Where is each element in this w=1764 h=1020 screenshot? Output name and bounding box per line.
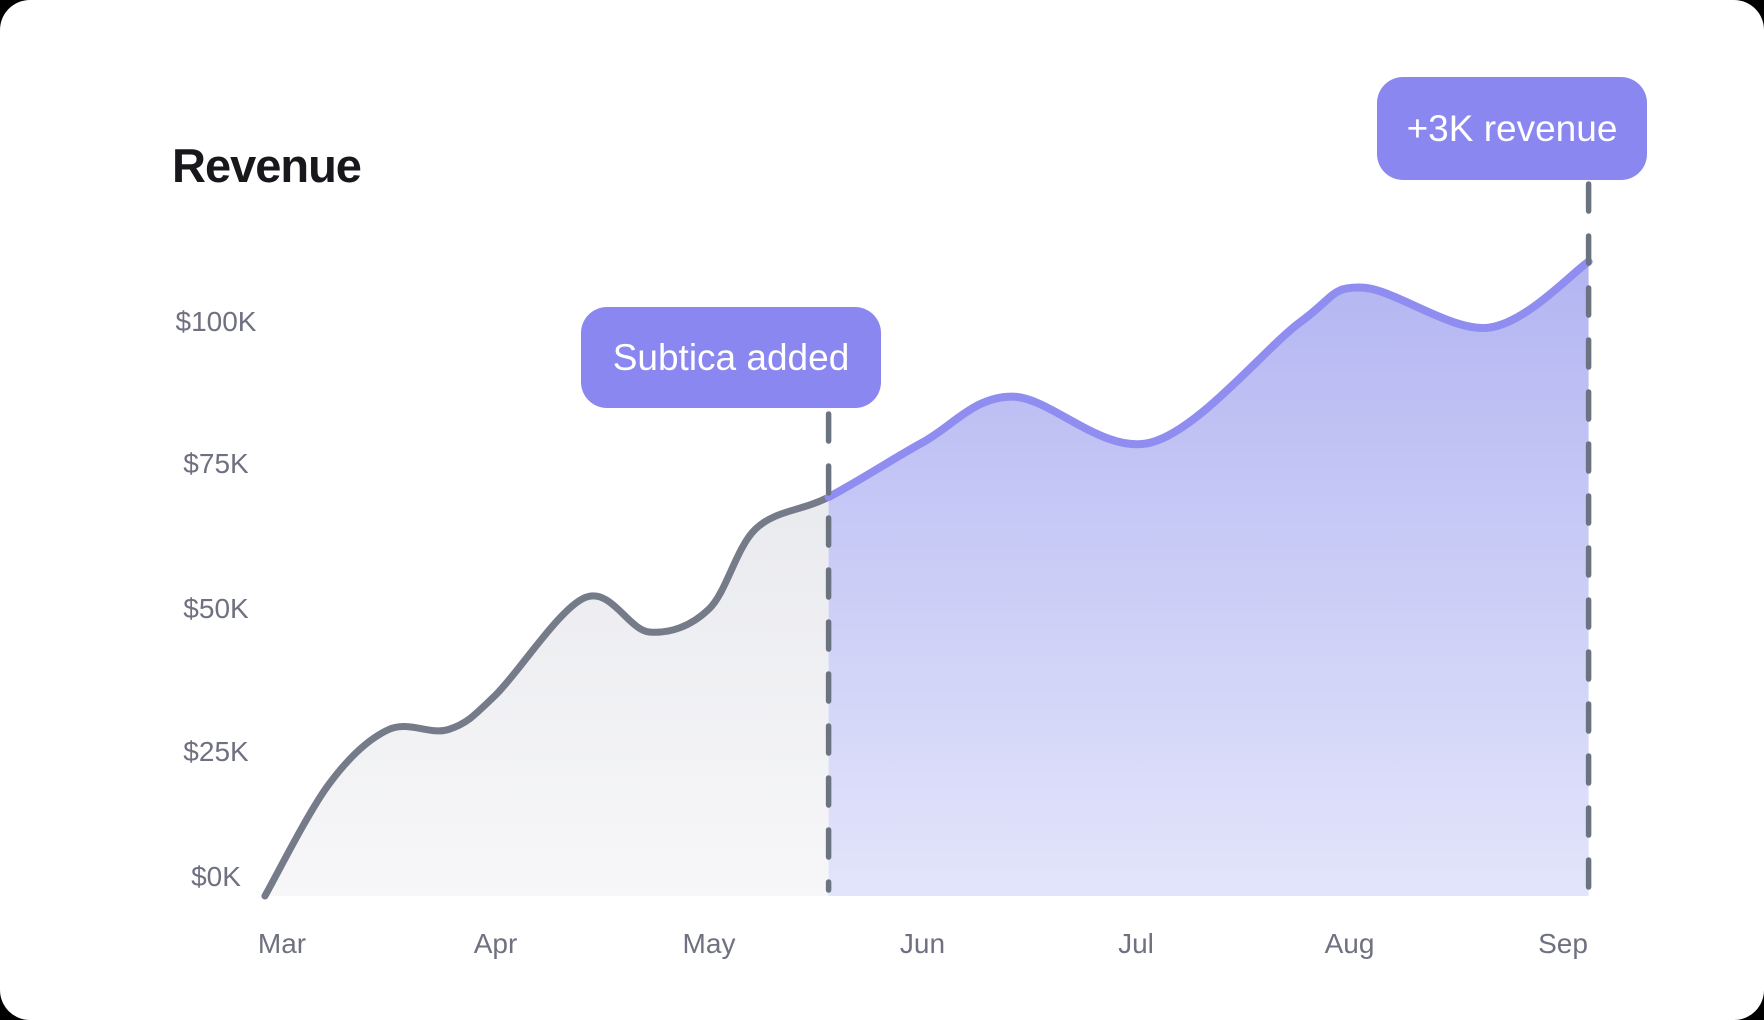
- y-axis-tick-label: $100K: [175, 306, 257, 337]
- x-axis-month-label: May: [682, 928, 736, 959]
- x-axis-month-label: Mar: [257, 928, 307, 959]
- chart-title: Revenue: [172, 139, 362, 192]
- x-axis-month-label: Apr: [473, 928, 518, 959]
- revenue-line-after-subtica: [824, 257, 1593, 502]
- x-axis-month-label: Jun: [899, 928, 946, 959]
- y-axis-tick-label: $25K: [183, 736, 249, 767]
- y-axis-tick-label: $0K: [191, 861, 241, 892]
- revenue-area-before-subtica: [264, 497, 829, 896]
- subtica-added-badge: Subtica added: [581, 307, 881, 408]
- x-axis-month-label: Aug: [1324, 928, 1375, 959]
- revenue-area-after-subtica: [828, 261, 1589, 896]
- revenue-line-before-subtica: [261, 493, 833, 900]
- y-axis-tick-label: $75K: [183, 448, 249, 479]
- revenue-gain-badge: +3K revenue: [1377, 77, 1647, 180]
- x-axis-month-label: Sep: [1538, 928, 1588, 959]
- y-axis-tick-label: $50K: [183, 593, 249, 624]
- x-axis-month-label: Jul: [1118, 928, 1154, 959]
